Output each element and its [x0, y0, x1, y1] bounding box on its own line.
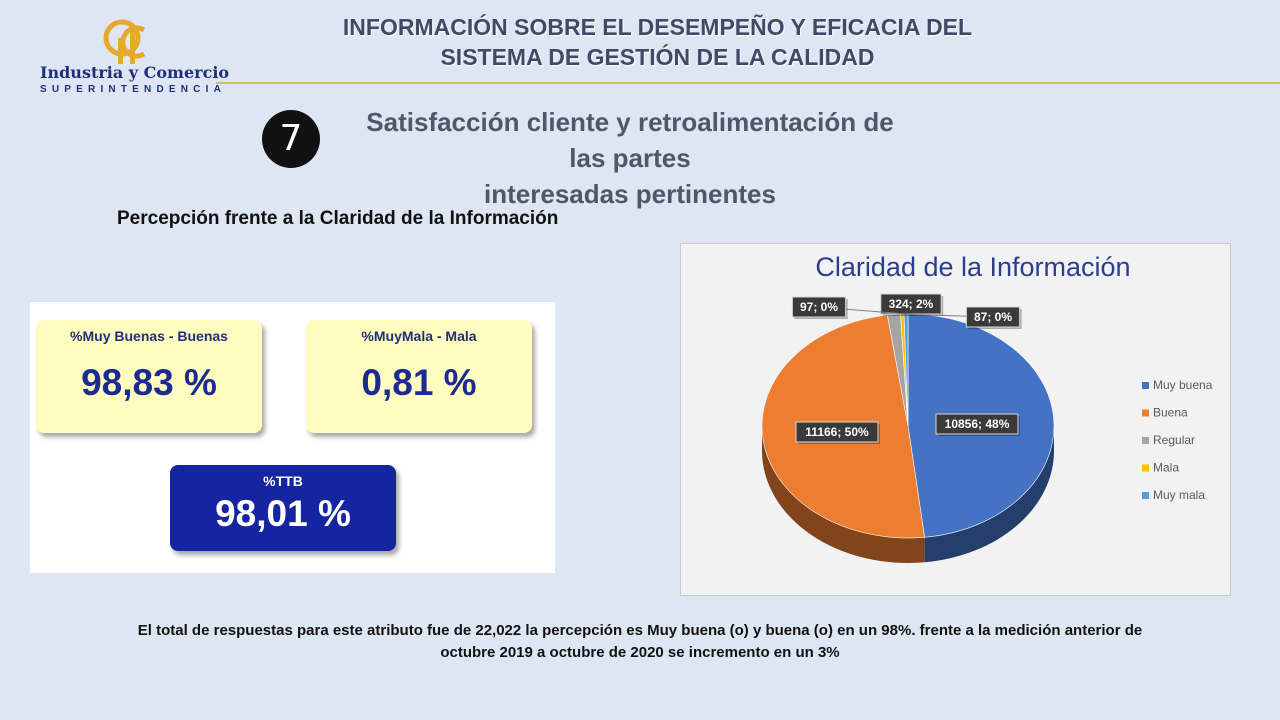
section-title: Satisfacción cliente y retroalimentación…: [350, 104, 910, 212]
kpi-label: %Muy Buenas - Buenas: [70, 328, 228, 344]
section-number-badge: 7: [262, 110, 320, 168]
data-label: 10856; 48%: [935, 413, 1020, 436]
pie-side-buena: [762, 426, 925, 563]
legend-entry: Regular: [1153, 433, 1195, 447]
header-divider: [216, 82, 1280, 84]
logo: Industria y Comercio SUPERINTENDENCIA: [36, 18, 230, 100]
page-title-line2: SISTEMA DE GESTIÓN DE LA CALIDAD: [440, 44, 875, 70]
data-label: 324; 2%: [880, 293, 944, 316]
logo-mark-icon: [103, 19, 146, 64]
legend-swatch: [1142, 437, 1149, 444]
page-title-line1: INFORMACIÓN SOBRE EL DESEMPEÑO Y EFICACI…: [342, 14, 973, 40]
kpi-value: 0,81 %: [361, 362, 477, 403]
data-label: 11166; 50%: [795, 421, 880, 444]
legend-swatch: [1142, 409, 1149, 417]
kpi-label: %TTB: [263, 473, 303, 489]
pie-side-muy-buena: [924, 426, 1054, 563]
kpi-panel: %Muy Buenas - Buenas 98,83 % %MuyMala - …: [30, 302, 555, 573]
section-title-line2: interesadas pertinentes: [484, 179, 776, 209]
pie-chart: Claridad de la Información 10856; 48% 111…: [680, 243, 1231, 596]
svg-text:324; 2%: 324; 2%: [889, 297, 934, 311]
data-label: 87; 0%: [965, 306, 1022, 329]
logo-subtitle: SUPERINTENDENCIA: [40, 84, 226, 95]
kpi-value: 98,01 %: [215, 493, 351, 534]
footer-note: El total de respuestas para este atribut…: [60, 620, 1220, 664]
legend-swatch: [1142, 382, 1149, 389]
svg-text:97; 0%: 97; 0%: [800, 300, 838, 314]
svg-text:11166; 50%: 11166; 50%: [805, 425, 869, 439]
kpi-value: 98,83 %: [81, 362, 217, 403]
svg-text:87; 0%: 87; 0%: [974, 310, 1012, 324]
footer-note-line1: El total de respuestas para este atribut…: [137, 622, 1143, 639]
page-title: INFORMACIÓN SOBRE EL DESEMPEÑO Y EFICACI…: [300, 12, 1015, 72]
legend-swatch: [1142, 464, 1149, 472]
subheading: Percepción frente a la Claridad de la In…: [117, 208, 559, 229]
chart-title: Claridad de la Información: [815, 252, 1130, 282]
kpi-card-bad: %MuyMala - Mala 0,81 %: [306, 320, 532, 433]
kpi-label: %MuyMala - Mala: [361, 328, 477, 344]
kpi-card-good: %Muy Buenas - Buenas 98,83 %: [36, 320, 262, 433]
legend-entry: Muy buena: [1153, 378, 1213, 392]
legend-entry: Mala: [1153, 461, 1179, 475]
svg-text:10856; 48%: 10856; 48%: [945, 417, 1010, 431]
legend-swatch: [1142, 492, 1149, 499]
footer-note-line2: octubre 2019 a octubre de 2020 se increm…: [440, 644, 840, 661]
pie-chart-svg: Claridad de la Información 10856; 48% 111…: [761, 252, 1213, 563]
kpi-card-ttb: %TTB 98,01 %: [170, 465, 396, 551]
data-label: 97; 0%: [791, 296, 848, 319]
legend-entry: Buena: [1153, 406, 1188, 420]
section-title-line1: Satisfacción cliente y retroalimentación…: [366, 107, 894, 173]
legend-entry: Muy mala: [1153, 488, 1205, 502]
logo-name: Industria y Comercio: [40, 63, 230, 82]
